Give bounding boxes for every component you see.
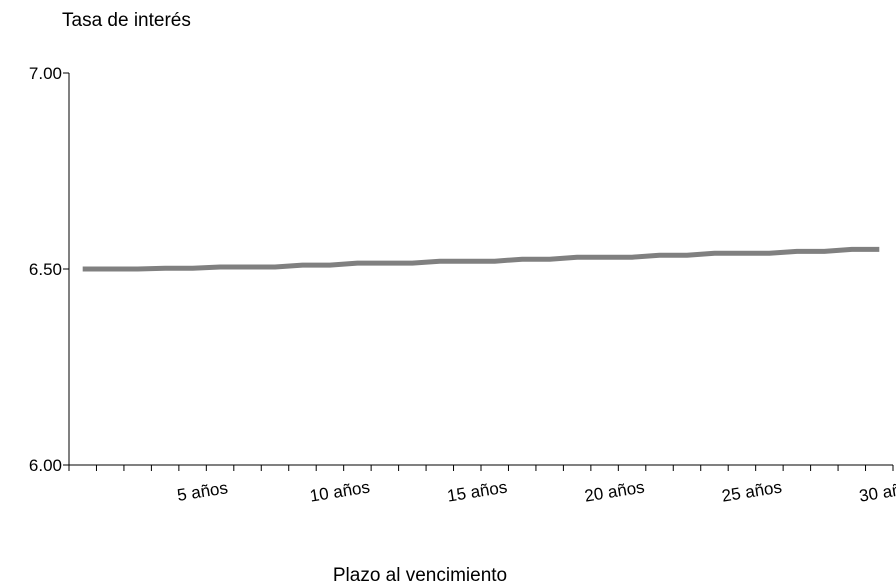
x-axis-title: Plazo al vencimiento [333,565,507,586]
y-tick-label: 7.00 [29,64,62,83]
series-line [82,246,880,272]
y-axis: 6.00 6.50 7.00 [29,64,70,475]
series-layer [82,246,880,272]
y-axis-title: Tasa de interés [62,10,191,31]
x-tick-label: 20 años [583,477,646,505]
x-tick-label: 10 años [308,477,371,505]
x-tick-label: 15 años [446,477,509,505]
x-tick-label: 25 años [720,477,783,505]
x-tick-label: 5 años [176,478,229,505]
x-axis: 5 años 10 años 15 años 20 años 25 años 30 año… [68,464,896,506]
y-tick-label: 6.50 [29,260,62,279]
x-tick-label: 30 años [858,477,896,505]
y-tick-label: 6.00 [29,456,62,475]
